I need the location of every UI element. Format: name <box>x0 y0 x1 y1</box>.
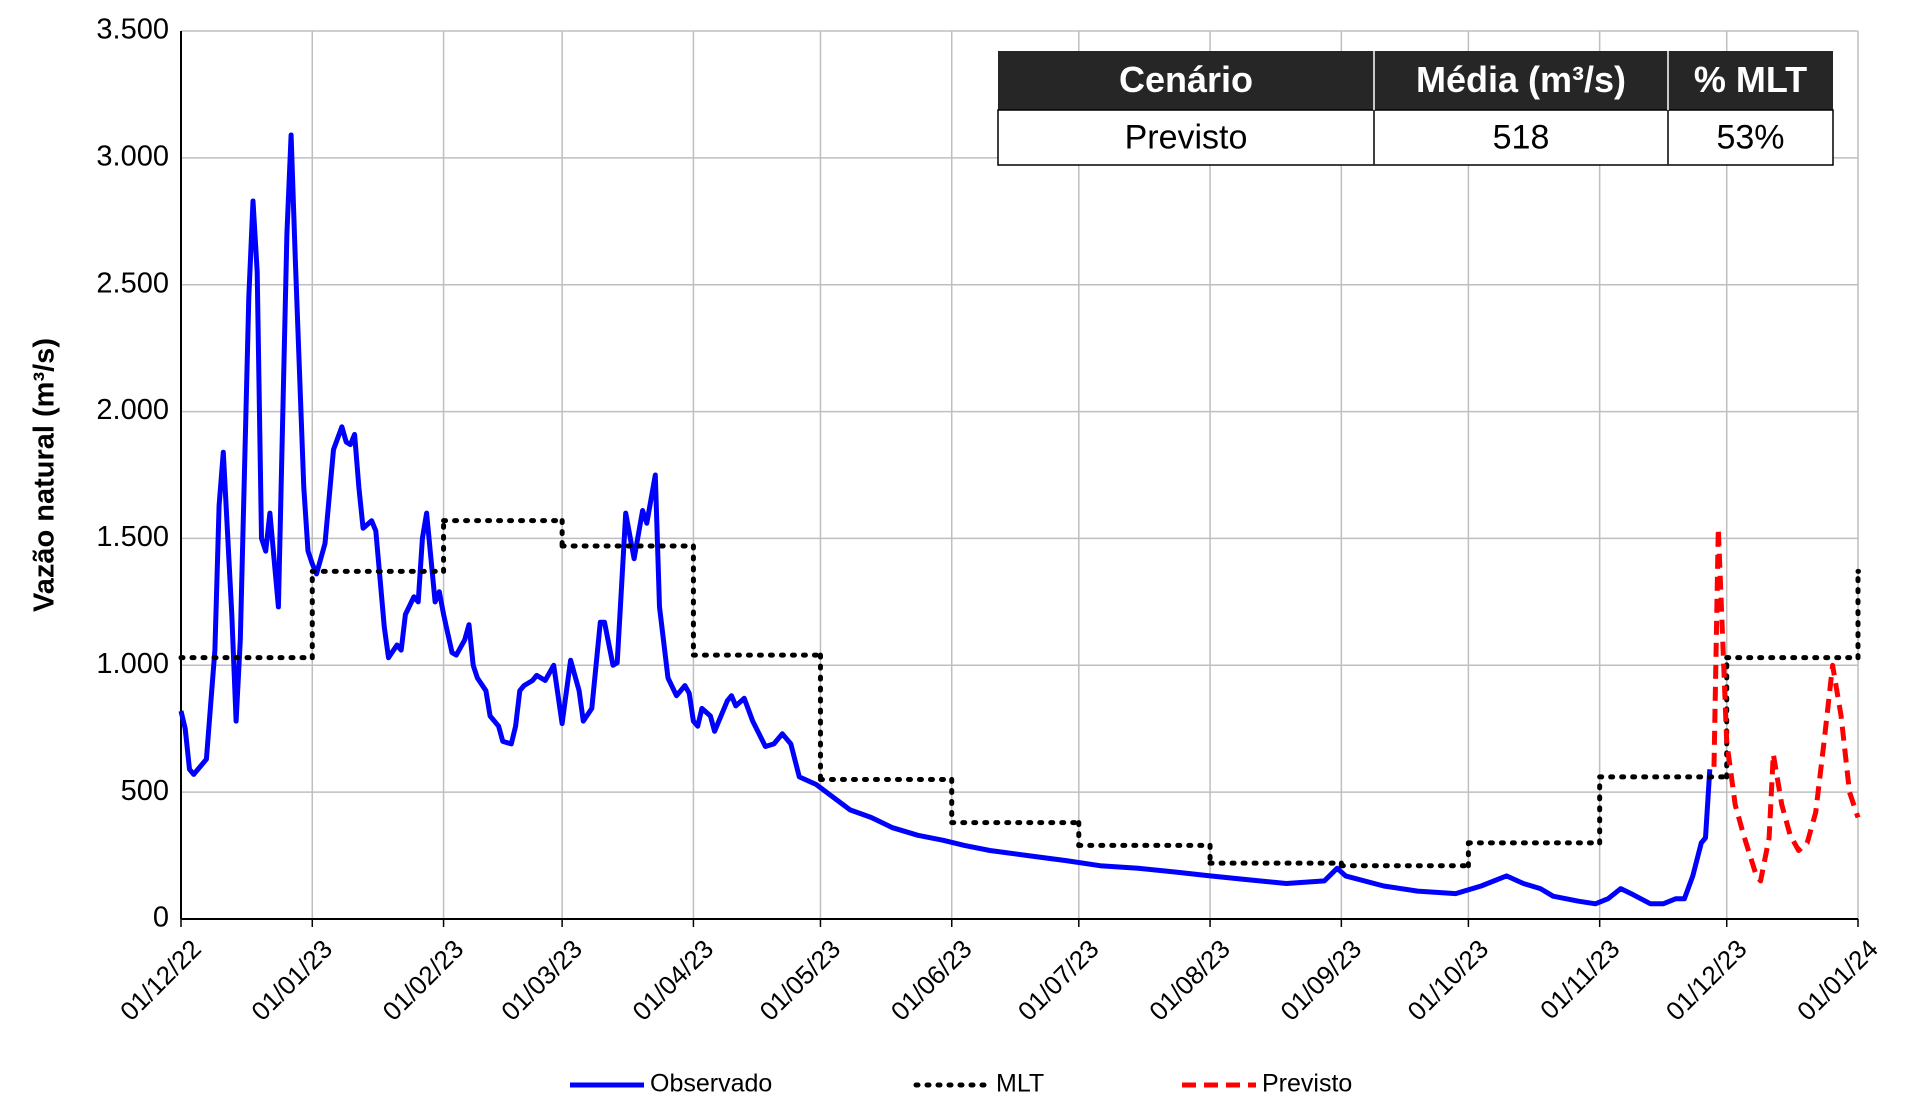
x-tick-label: 01/03/23 <box>495 934 588 1027</box>
x-tick-label: 01/08/23 <box>1143 934 1236 1027</box>
y-axis-label: Vazão natural (m³/s) <box>29 338 61 612</box>
legend-label: MLT <box>996 1070 1044 1098</box>
y-tick-label: 0 <box>153 902 169 934</box>
x-tick-label: 01/05/23 <box>753 934 846 1027</box>
x-tick-label: 01/04/23 <box>626 934 719 1027</box>
y-tick-label: 3.000 <box>96 141 169 173</box>
table-header-cell: Cenário <box>1119 59 1253 100</box>
x-tick-label: 01/06/23 <box>885 934 978 1027</box>
x-tick-label: 01/07/23 <box>1012 934 1105 1027</box>
y-tick-label: 500 <box>121 775 169 807</box>
table-header-bg <box>998 51 1833 110</box>
x-tick-label: 01/10/23 <box>1401 934 1494 1027</box>
table-cell: Previsto <box>1125 118 1248 156</box>
y-tick-label: 1.500 <box>96 521 169 553</box>
y-tick-label: 2.000 <box>96 394 169 426</box>
x-tick-label: 01/11/23 <box>1534 934 1625 1025</box>
y-tick-label: 3.500 <box>96 14 169 46</box>
legend-label: Observado <box>650 1070 772 1098</box>
table-body-bg <box>997 109 1834 166</box>
legend-label: Previsto <box>1262 1070 1352 1098</box>
series-line <box>178 132 1713 907</box>
table-cell: 518 <box>1493 118 1550 156</box>
series-line <box>1711 525 1861 884</box>
x-tick-label: 01/12/23 <box>1660 934 1753 1027</box>
x-tick-label: 01/12/22 <box>114 934 207 1027</box>
table-header-cell: Média (m³/s) <box>1416 59 1626 100</box>
x-tick-label: 01/01/24 <box>1791 934 1884 1027</box>
table-cell: 53% <box>1716 118 1784 156</box>
x-tick-label: 01/09/23 <box>1274 934 1367 1027</box>
table-header-cell: % MLT <box>1694 59 1807 100</box>
y-tick-label: 2.500 <box>96 267 169 299</box>
x-tick-label: 01/02/23 <box>377 934 470 1027</box>
y-tick-label: 1.000 <box>96 648 169 680</box>
x-tick-label: 01/01/23 <box>245 934 338 1027</box>
